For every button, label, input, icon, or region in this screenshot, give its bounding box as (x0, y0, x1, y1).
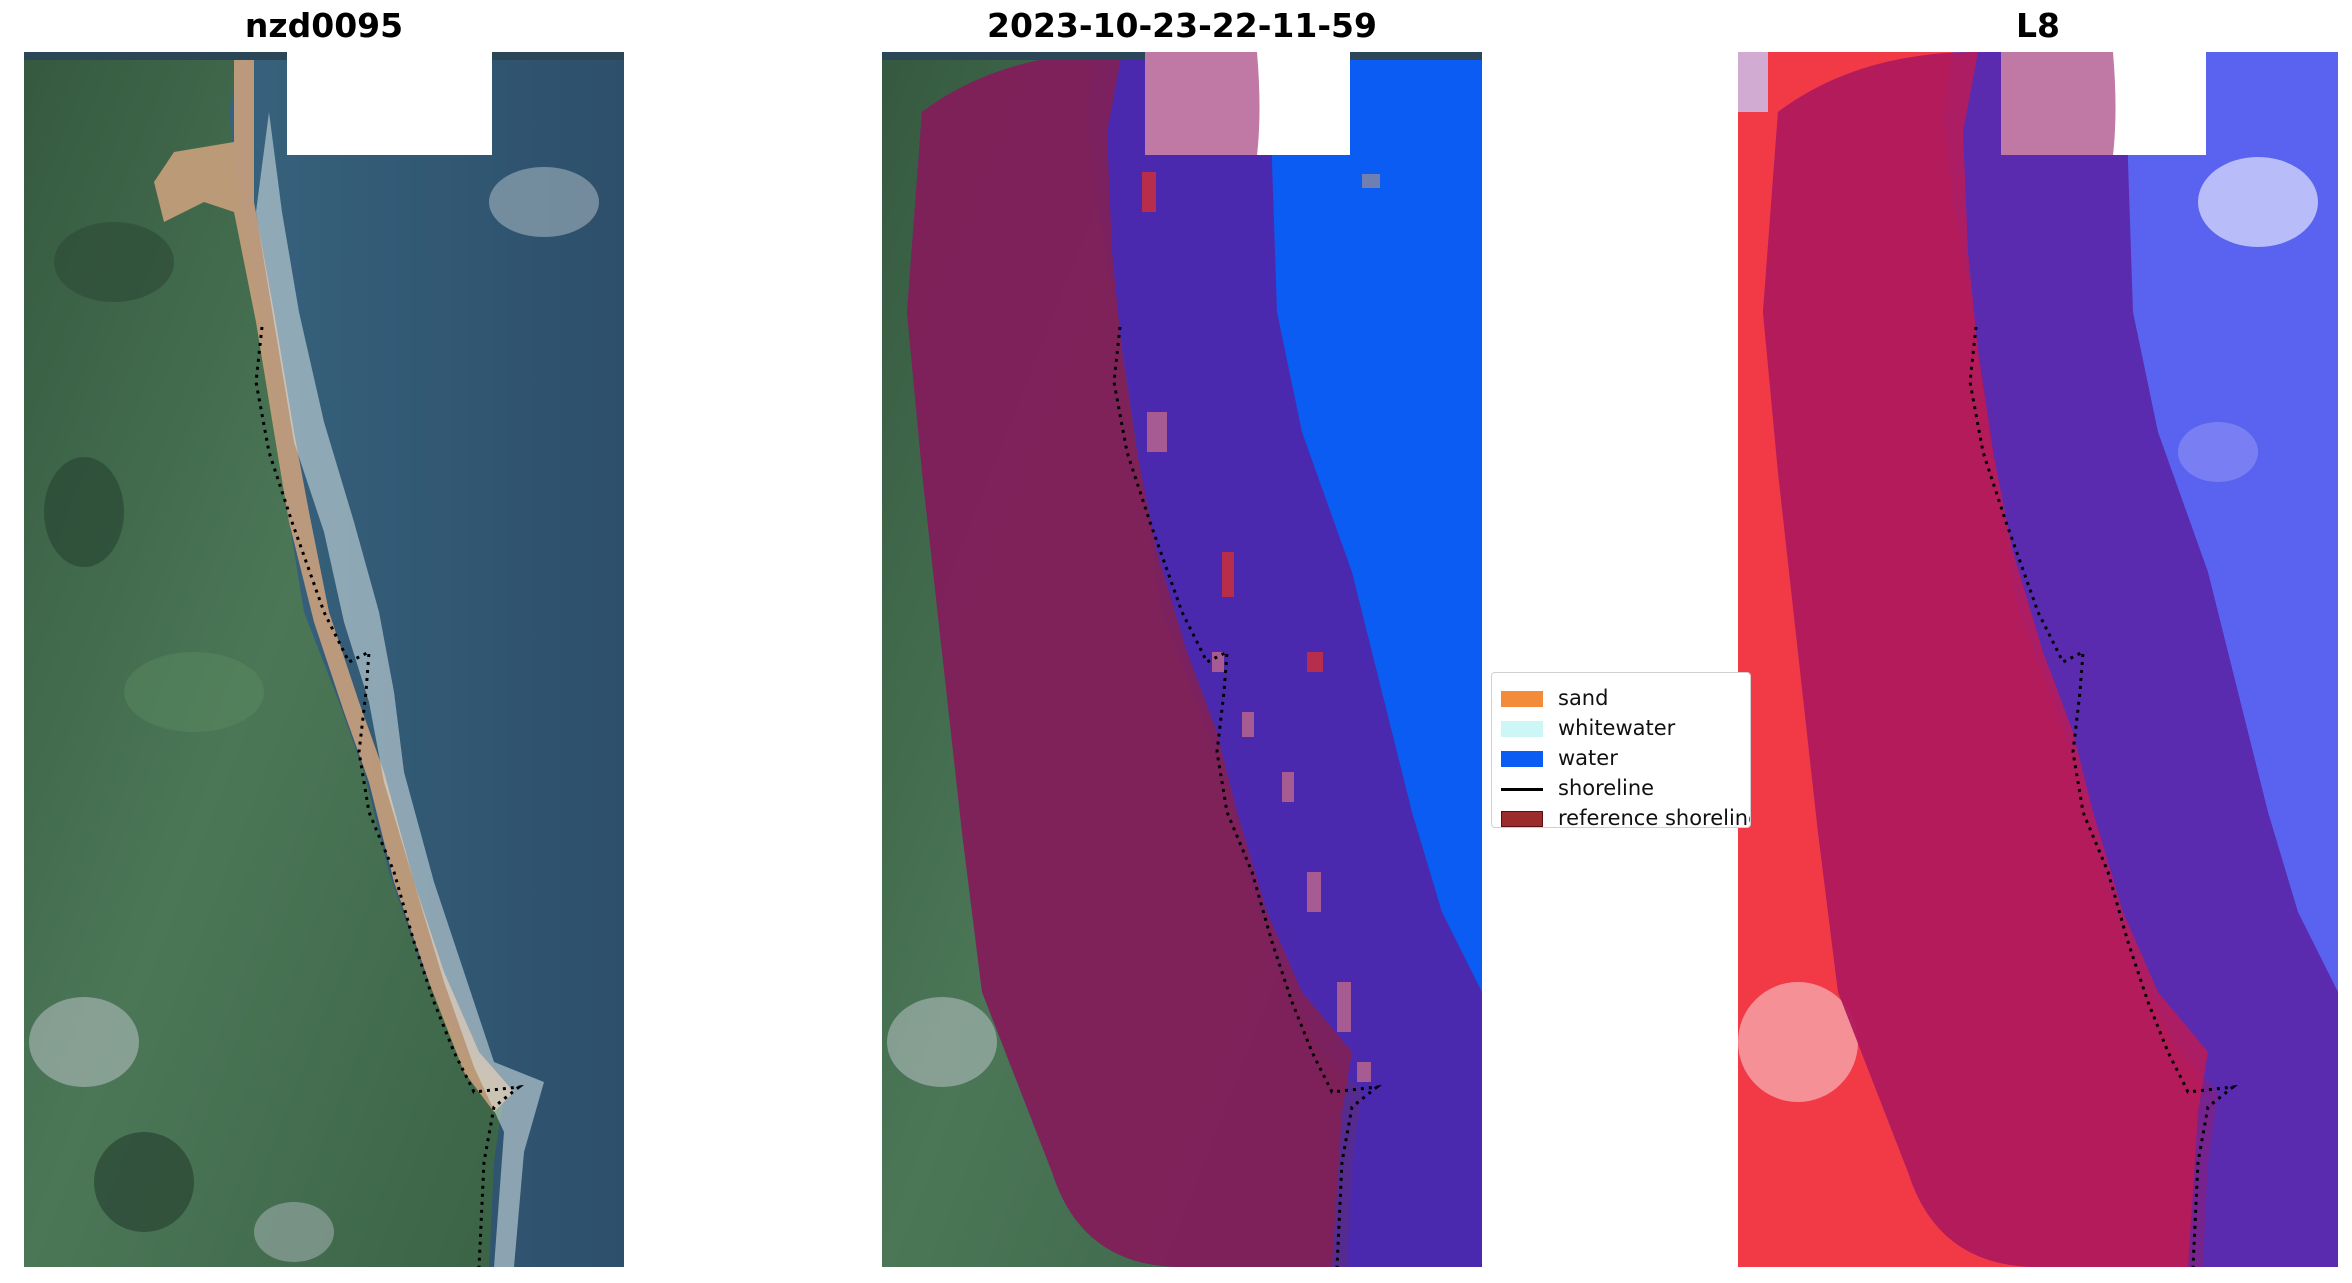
legend-swatch-reference-shoreline (1501, 811, 1543, 827)
index-image-panel (1738, 52, 2338, 1267)
legend-item-reference-shoreline: reference shoreline (1492, 803, 1751, 828)
legend-swatch-sand (1501, 691, 1543, 707)
legend-label-reference-shoreline: reference shoreline (1558, 806, 1751, 828)
panel-title-index: L8 (2016, 6, 2060, 45)
legend-label-water: water (1558, 746, 1618, 770)
classification-panel (882, 52, 1482, 1267)
legend-item-shoreline: shoreline (1492, 773, 1750, 803)
legend-line-shoreline (1501, 788, 1543, 791)
legend-label-sand: sand (1558, 686, 1609, 710)
legend-swatch-water (1501, 751, 1543, 767)
panel-title-classification: 2023-10-23-22-11-59 (987, 6, 1377, 45)
legend-item-whitewater: whitewater (1492, 713, 1750, 743)
legend-item-water: water (1492, 743, 1750, 773)
legend-label-whitewater: whitewater (1558, 716, 1676, 740)
rgb-image-panel (24, 52, 624, 1267)
legend-label-shoreline: shoreline (1558, 776, 1655, 800)
legend-swatch-whitewater (1501, 721, 1543, 737)
legend-item-sand: sand (1492, 683, 1750, 713)
panel-title-rgb: nzd0095 (244, 6, 404, 45)
legend: sand whitewater water shoreline referenc… (1491, 672, 1751, 828)
